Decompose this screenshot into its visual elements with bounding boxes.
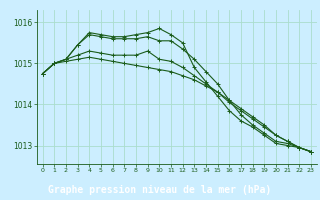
- Text: Graphe pression niveau de la mer (hPa): Graphe pression niveau de la mer (hPa): [48, 185, 272, 195]
